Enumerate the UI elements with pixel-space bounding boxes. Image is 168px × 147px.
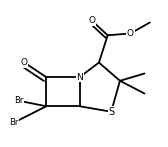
Text: O: O: [127, 29, 134, 38]
Text: Br: Br: [14, 96, 24, 105]
Text: Br: Br: [9, 118, 18, 127]
Text: N: N: [76, 73, 83, 82]
Text: S: S: [108, 107, 114, 117]
Text: O: O: [88, 16, 95, 25]
Text: O: O: [21, 58, 28, 67]
